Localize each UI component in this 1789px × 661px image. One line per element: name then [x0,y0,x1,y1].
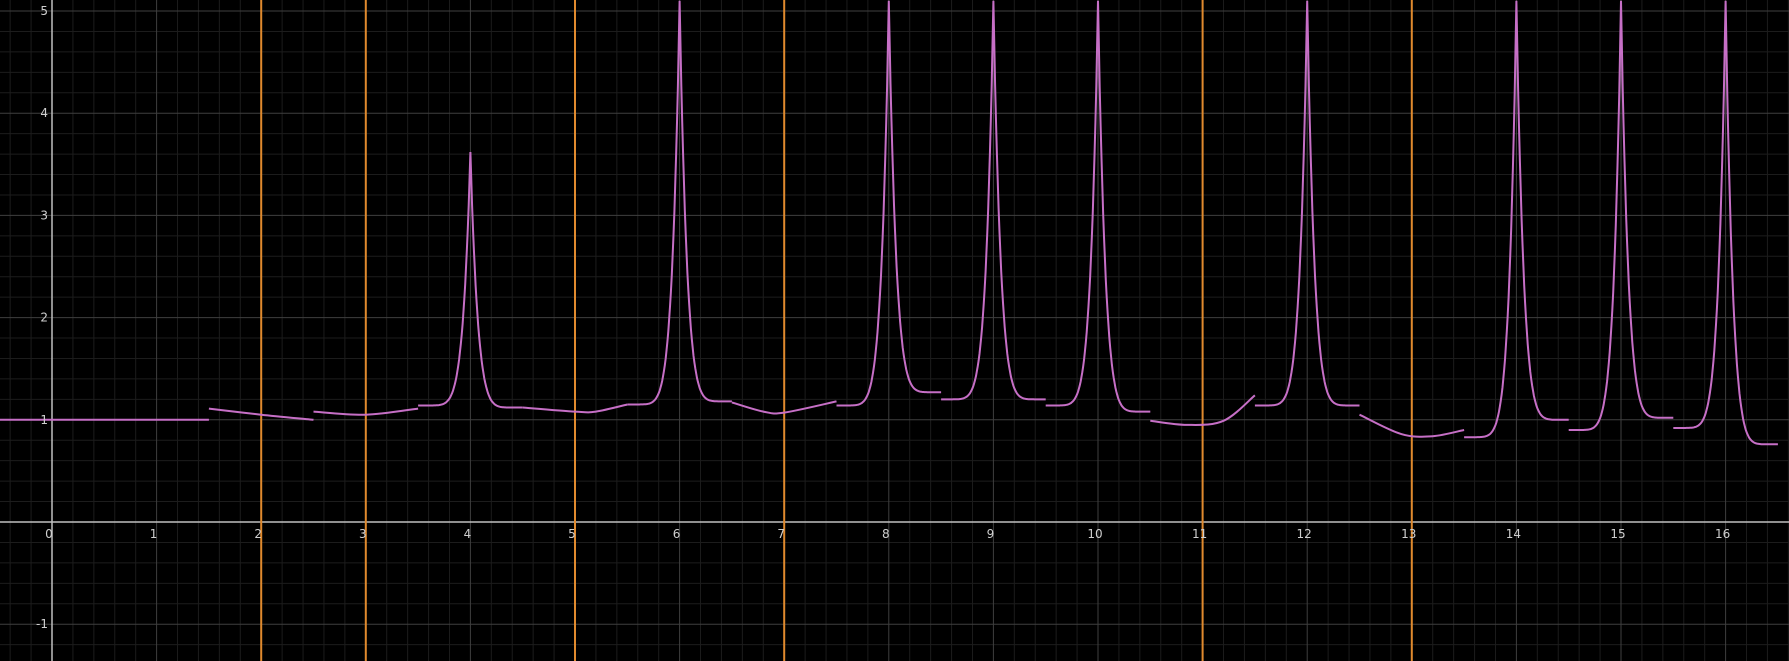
curve-segment-13 [1464,0,1569,439]
vertical-lines [260,0,1413,661]
curve-segment-10 [1150,394,1256,426]
curve-segment-7 [836,0,942,407]
curve-segment-3 [418,151,523,409]
x-tick-label-5: 5 [568,527,576,541]
curve-segment-9 [1045,0,1151,413]
curve-segment-15 [1673,0,1778,446]
y-tick-label-5: 5 [40,4,48,18]
x-tick-label-3: 3 [359,527,367,541]
x-tick-label-6: 6 [673,527,681,541]
curve-segment-8 [941,0,1046,401]
curve-segment-12 [1359,413,1465,438]
x-tick-label-2: 2 [254,527,262,541]
curve-segment-2 [313,407,419,416]
x-tick-label-12: 12 [1297,527,1312,541]
x-tick-label-10: 10 [1087,527,1102,541]
curve-segment-1 [208,407,314,421]
y-tick-label-3: 3 [40,208,48,222]
x-tick-label-9: 9 [987,527,995,541]
x-tick-label-7: 7 [777,527,785,541]
y-tick-label-2: 2 [40,311,48,325]
curve-segment-5 [627,0,732,406]
y-tick-label-1: 1 [40,413,48,427]
x-tick-label-8: 8 [882,527,890,541]
x-tick-label-1: 1 [150,527,158,541]
curve-segment-14 [1568,0,1674,431]
curve-series [0,0,1778,446]
curve-segment-11 [1254,0,1360,407]
y-tick-label-4: 4 [40,106,48,120]
curve-segment-6 [731,400,837,415]
x-tick-label-13: 13 [1401,527,1416,541]
x-tick-label-11: 11 [1192,527,1207,541]
y-tick-label--1: -1 [36,617,48,631]
x-tick-label-4: 4 [464,527,472,541]
x-tick-label-15: 15 [1610,527,1625,541]
x-tick-label-16: 16 [1715,527,1730,541]
curve-segment-4 [522,403,628,414]
x-tick-label-0: 0 [45,527,53,541]
x-tick-label-14: 14 [1506,527,1521,541]
